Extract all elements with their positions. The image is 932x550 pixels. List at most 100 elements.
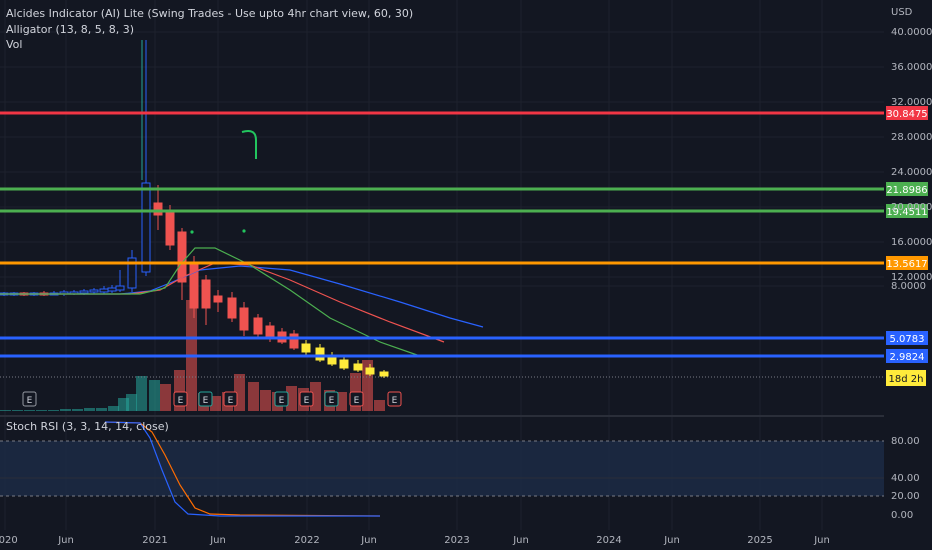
stoch-tick-label: 0.00 — [891, 510, 913, 521]
earnings-event-marker[interactable]: E — [324, 391, 339, 407]
volume-bar — [96, 408, 107, 411]
volume-bar — [260, 390, 271, 411]
volume-bar — [286, 386, 297, 411]
time-tick-label: 2023 — [444, 535, 469, 546]
earnings-event-marker[interactable]: E — [299, 391, 314, 407]
volume-bar — [336, 392, 347, 411]
earnings-event-marker[interactable]: E — [173, 391, 188, 407]
level-label: 30.8475 — [886, 109, 927, 120]
candle-body — [301, 343, 311, 353]
time-tick-label: 2021 — [142, 535, 167, 546]
price-tick-label: 28.0000 — [891, 132, 932, 143]
volume-bar — [149, 380, 160, 411]
alligator-legend[interactable]: Alligator (13, 8, 5, 8, 3) — [6, 23, 135, 36]
stoch-lines — [104, 421, 381, 517]
volume-bar — [126, 394, 137, 411]
candle-body — [153, 202, 163, 216]
stoch-axis[interactable]: 80.00 40.00 20.00 0.00 — [891, 436, 920, 521]
level-label: 2.9824 — [890, 352, 925, 363]
indicator-legend[interactable]: Alcides Indicator (AI) Lite (Swing Trade… — [6, 7, 414, 20]
countdown-text: 18d 2h — [889, 374, 924, 385]
candle-body — [79, 290, 89, 294]
volume-bar — [72, 409, 83, 411]
candle-body — [127, 257, 137, 289]
candle-body — [201, 279, 211, 309]
stoch-band — [0, 441, 884, 496]
level-label: 13.5617 — [886, 259, 927, 270]
level-label-bg — [886, 204, 928, 218]
stoch-tick-label: 80.00 — [891, 436, 920, 447]
price-tick-label: 32.0000 — [891, 97, 932, 108]
price-tick-label: 16.0000 — [891, 237, 932, 248]
candlesticks — [0, 40, 389, 378]
earnings-event-marker[interactable]: E — [387, 391, 402, 407]
candle-body — [115, 285, 125, 291]
event-marker-label: E — [178, 396, 184, 406]
candle-body — [165, 209, 175, 246]
event-marker-label: E — [203, 396, 209, 406]
candle-body — [177, 231, 187, 283]
candle-body — [89, 289, 99, 293]
stoch-tick-label: 40.00 — [891, 473, 920, 484]
event-marker-label: E — [27, 396, 33, 406]
volume-bar — [234, 374, 245, 411]
price-tick-label: 40.0000 — [891, 27, 932, 38]
level-label: 21.8986 — [886, 185, 927, 196]
level-label: 5.0783 — [890, 334, 925, 345]
earnings-event-marker[interactable]: E — [198, 391, 213, 407]
level-label: 19.4511 — [886, 207, 927, 218]
stoch-d-line — [104, 421, 381, 517]
level-label-bg — [886, 182, 928, 196]
stoch-tick-label: 20.00 — [891, 491, 920, 502]
event-marker-label: E — [392, 396, 398, 406]
volume-bar — [136, 376, 147, 411]
time-tick-label: 2024 — [596, 535, 621, 546]
candle-body — [239, 307, 249, 331]
currency-label: USD — [891, 7, 913, 18]
price-tick-label: 8.0000 — [891, 281, 926, 292]
volume-bar — [310, 382, 321, 411]
candle-body — [227, 297, 237, 319]
earnings-event-marker[interactable]: E — [223, 391, 238, 407]
volume-bar — [60, 409, 71, 411]
candle-body — [265, 325, 275, 339]
level-label-bg — [886, 349, 928, 363]
volume-legend[interactable]: Vol — [6, 38, 23, 51]
volume-bar — [12, 410, 23, 411]
price-axis[interactable]: 40.0000 36.0000 32.0000 28.0000 24.0000 20.00… — [891, 27, 932, 292]
time-tick-label: Jun — [663, 535, 680, 546]
earnings-event-marker[interactable]: E — [274, 391, 289, 407]
signal-dot — [242, 229, 246, 233]
time-tick-label: Jun — [360, 535, 377, 546]
volume-bar — [24, 410, 35, 411]
stoch-pane — [0, 415, 884, 497]
time-tick-label: Jun — [209, 535, 226, 546]
alligator-jaw — [0, 265, 484, 328]
time-axis[interactable]: 2020 Jun 2021 Jun 2022 Jun 2023 Jun 2024 Jun 2025 J… — [0, 535, 830, 546]
volume-bar — [160, 384, 171, 411]
volume-bar — [36, 410, 47, 411]
time-tick-label: Jun — [57, 535, 74, 546]
candle-body — [99, 288, 109, 293]
stoch-legend[interactable]: Stoch RSI (3, 3, 14, 14, close) — [6, 420, 169, 433]
volume-bar — [210, 396, 221, 411]
level-label-bg — [886, 256, 928, 270]
level-lines: 30.8475 21.8986 19.4511 13.5617 5.0783 2.9824 — [0, 106, 928, 363]
signal-hook-icon — [241, 130, 257, 159]
candle-body — [141, 182, 151, 273]
candle-body — [289, 333, 299, 349]
price-tick-label: 12.0000 — [891, 272, 932, 283]
price-tick-label: 36.0000 — [891, 62, 932, 73]
candle-body — [107, 287, 117, 292]
price-tick-label: 20.0000 — [891, 202, 932, 213]
event-marker-label: E — [304, 396, 310, 406]
candle-body — [213, 295, 223, 303]
level-label-bg — [886, 106, 928, 120]
volume-bar — [48, 410, 59, 411]
event-marker-label: E — [329, 396, 335, 406]
candle-body — [379, 371, 389, 377]
earnings-event-marker[interactable]: E — [22, 391, 37, 407]
earnings-event-marker[interactable]: E — [349, 391, 364, 407]
